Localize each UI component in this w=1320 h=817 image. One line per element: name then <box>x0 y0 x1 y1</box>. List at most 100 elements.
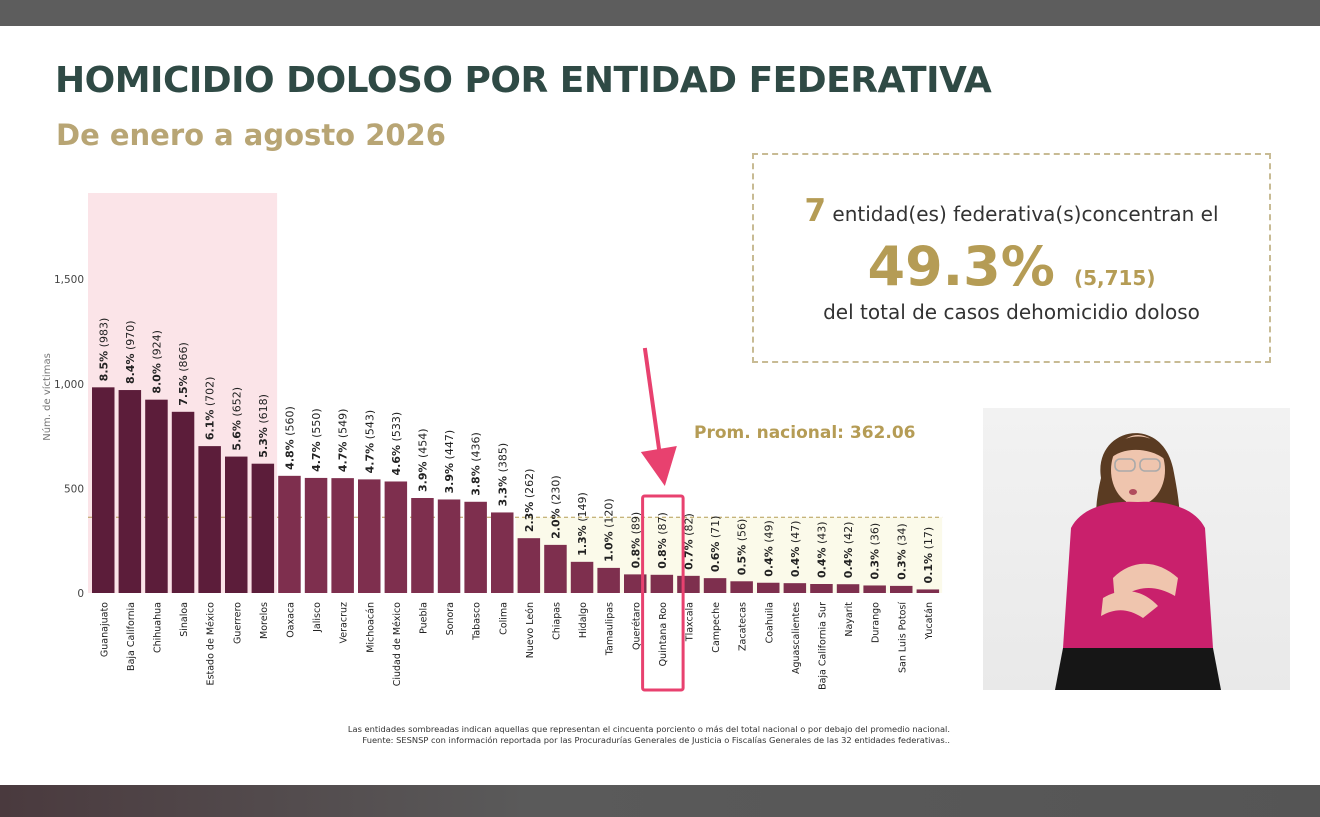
y-tick-label: 1,000 <box>54 379 84 391</box>
bar-morelos <box>251 463 275 593</box>
category-label: Veracruz <box>339 602 350 643</box>
category-label: Yucatán <box>924 602 935 640</box>
bar-value-label: 3.9% (447) <box>443 430 456 494</box>
bar-value-label: 0.8% (89) <box>629 512 642 569</box>
bar-estado-de-méxico <box>198 446 221 593</box>
category-label: Nayarit <box>844 602 855 637</box>
bar-value-label: 0.4% (47) <box>789 521 802 578</box>
category-label: Michoacán <box>365 602 376 653</box>
y-tick-label: 1,500 <box>54 274 84 286</box>
sign-language-interpreter-icon <box>983 408 1290 690</box>
bar-value-label: 1.0% (120) <box>603 498 616 562</box>
bar-ciudad-de-méxico <box>384 481 408 593</box>
category-label: Aguascalientes <box>791 602 802 674</box>
bar-guerrero <box>225 456 248 593</box>
bar-value-label: 4.8% (560) <box>283 406 296 470</box>
category-label: Tlaxcala <box>684 602 695 642</box>
bar-value-label: 0.4% (43) <box>815 521 828 578</box>
video-frame-top-bar <box>0 0 1320 26</box>
callout-line-2: 49.3% (5,715) <box>754 235 1269 298</box>
bar-coahuila <box>757 582 780 593</box>
category-label: Hidalgo <box>578 602 589 638</box>
callout-entity-count: 7 <box>804 193 827 229</box>
category-label: Baja California <box>126 602 137 671</box>
bar-tabasco <box>464 501 487 593</box>
category-label: Baja California Sur <box>817 602 828 690</box>
bar-value-label: 0.7% (82) <box>682 513 695 570</box>
bar-value-label: 8.4% (970) <box>124 320 137 384</box>
bar-value-label: 4.7% (549) <box>337 409 350 473</box>
category-label: Puebla <box>418 602 429 634</box>
video-frame-bottom-bar <box>0 785 1320 817</box>
page-subtitle: De enero a agosto 2026 <box>56 118 446 152</box>
category-label: Quintana Roo <box>658 602 669 667</box>
bar-sinaloa <box>171 411 195 593</box>
bar-sonora <box>437 499 461 593</box>
bar-value-label: 2.0% (230) <box>549 475 562 539</box>
bar-value-label: 7.5% (866) <box>177 342 190 406</box>
bar-chihuahua <box>145 399 168 593</box>
national-average-label: Prom. nacional: 362.06 <box>694 423 916 443</box>
bar-michoacán <box>358 479 381 593</box>
arrow-icon-shaft <box>642 347 663 463</box>
bar-yucatán <box>916 589 940 593</box>
bar-value-label: 0.3% (36) <box>869 523 882 580</box>
callout-percent: 49.3% <box>867 235 1055 298</box>
category-label: Ciudad de México <box>392 602 403 686</box>
chart-label-layer: 8.5% (983) Guanajuato 8.4% (970) Baja Calif… <box>97 318 935 690</box>
category-label: Guanajuato <box>99 602 110 657</box>
y-tick-label: 500 <box>64 483 84 495</box>
bar-veracruz <box>331 478 354 593</box>
bar-hidalgo <box>570 561 594 593</box>
bar-baja-california-sur <box>810 584 833 593</box>
bar-value-label: 5.6% (652) <box>230 387 243 451</box>
bar-value-label: 8.5% (983) <box>97 318 110 382</box>
category-label: Durango <box>871 602 882 643</box>
callout-line-3: del total de casos dehomicidio doloso <box>823 300 1200 324</box>
highlight-box-quintana-roo <box>641 494 685 692</box>
bar-guanajuato <box>92 387 115 593</box>
category-label: Nuevo León <box>525 602 536 658</box>
bar-value-label: 8.0% (924) <box>150 330 163 394</box>
bar-oaxaca <box>278 475 301 593</box>
category-label: Tabasco <box>472 602 483 641</box>
category-label: Zacatecas <box>738 602 749 651</box>
bar-puebla <box>411 498 434 593</box>
y-tick-label: 0 <box>77 588 84 600</box>
bar-value-label: 2.3% (262) <box>523 469 536 533</box>
category-label: San Luis Potosí <box>897 602 908 673</box>
bar-tamaulipas <box>597 567 620 593</box>
footnote: Las entidades sombreadas indican aquella… <box>310 724 950 746</box>
category-label: Colima <box>498 602 509 635</box>
callout-line-1-text: entidad(es) federativa(s)concentran el <box>832 202 1219 226</box>
page-title: HOMICIDIO DOLOSO POR ENTIDAD FEDERATIVA <box>55 60 992 101</box>
bar-chiapas <box>544 544 567 593</box>
bar-value-label: 3.3% (385) <box>496 443 509 507</box>
bar-value-label: 0.8% (87) <box>656 512 669 569</box>
category-label: Jalisco <box>312 602 323 633</box>
bar-value-label: 4.7% (543) <box>363 410 376 474</box>
summary-callout: 7 entidad(es) federativa(s)concentran el… <box>752 153 1271 363</box>
bar-tlaxcala <box>677 575 700 593</box>
bar-value-label: 3.9% (454) <box>416 428 429 492</box>
bar-nayarit <box>836 584 860 593</box>
bar-san-luis-potosí <box>890 585 913 593</box>
bar-querétaro <box>624 574 647 593</box>
category-label: Guerrero <box>232 602 243 644</box>
bar-value-label: 3.8% (436) <box>470 432 483 496</box>
bar-durango <box>863 585 886 593</box>
category-label: Campeche <box>711 602 722 653</box>
chart-bar-layer <box>92 387 940 593</box>
category-label: Oaxaca <box>285 602 296 638</box>
bar-nuevo-león <box>517 538 541 593</box>
bar-value-label: 0.3% (34) <box>895 523 908 580</box>
bar-zacatecas <box>730 581 753 593</box>
category-label: Estado de México <box>206 602 217 686</box>
category-label: Querétaro <box>631 602 642 650</box>
bar-colima <box>491 512 514 593</box>
footnote-line-1: Las entidades sombreadas indican aquella… <box>347 724 950 734</box>
bar-value-label: 6.1% (702) <box>204 377 217 441</box>
bar-value-label: 0.4% (42) <box>842 522 855 579</box>
callout-line-1: 7 entidad(es) federativa(s)concentran el <box>754 193 1269 229</box>
